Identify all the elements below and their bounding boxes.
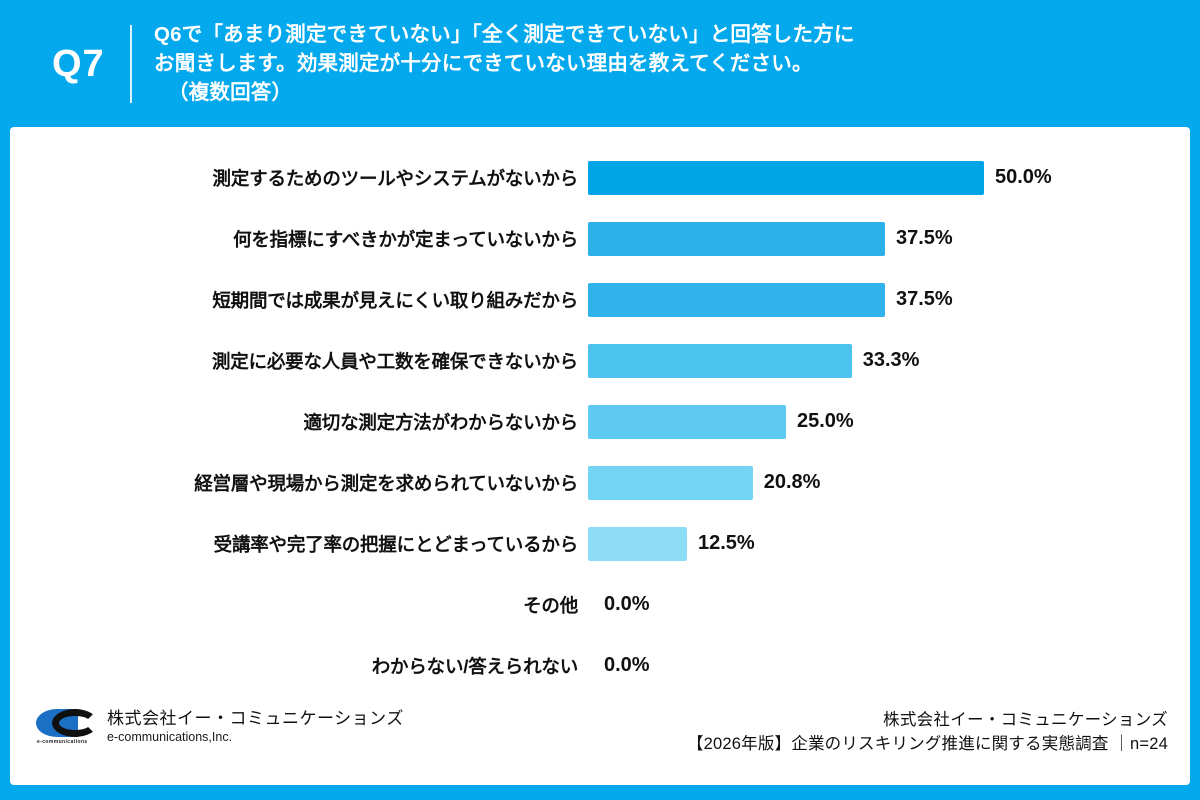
question-line-1: Q6で「あまり測定できていない」「全く測定できていない」と回答した方に <box>154 22 855 46</box>
chart-bar <box>588 282 885 317</box>
chart-bar-value: 0.0% <box>604 654 650 676</box>
chart-row: その他 0.0% <box>10 574 1190 635</box>
footer-survey-name: 【2026年版】企業のリスキリング推進に関する実態調査 ｜n=24 <box>686 734 1168 753</box>
chart-row: 経営層や現場から測定を求められていないから 20.8% <box>10 452 1190 513</box>
chart-bar-value: 25.0% <box>797 410 854 432</box>
logo-black-shape <box>52 709 98 737</box>
logo-text-japanese: 株式会社イー・コミュニケーションズ <box>107 709 404 729</box>
chart-bar-zone: 12.5% <box>588 513 1190 574</box>
chart-bar <box>588 404 786 439</box>
chart-row-label: その他 <box>523 594 578 616</box>
chart-row: 短期間では成果が見えにくい取り組みだから 37.5% <box>10 269 1190 330</box>
logo-mark-caption: e-communications <box>37 739 88 745</box>
chart-row: 測定に必要な人員や工数を確保できないから 33.3% <box>10 330 1190 391</box>
footer-company-name: 株式会社イー・コミュニケーションズ <box>883 711 1168 729</box>
chart-bar-value: 37.5% <box>896 288 953 310</box>
chart-row: 受講率や完了率の把握にとどまっているから 12.5% <box>10 513 1190 574</box>
bar-chart: 測定するためのツールやシステムがないから 50.0% 何を指標にすべきかが定まってい… <box>10 147 1190 696</box>
chart-bar-zone: 37.5% <box>588 208 1190 269</box>
chart-bar-zone: 33.3% <box>588 330 1190 391</box>
chart-bar-zone: 37.5% <box>588 269 1190 330</box>
chart-row: わからない/答えられない 0.0% <box>10 635 1190 696</box>
chart-bar-zone: 25.0% <box>588 391 1190 452</box>
chart-bar-zone: 0.0% <box>588 635 1190 696</box>
question-number: Q7 <box>52 42 105 85</box>
chart-row-label: 経営層や現場から測定を求められていないから <box>194 472 578 494</box>
header-divider <box>130 24 132 103</box>
chart-bar-zone: 50.0% <box>588 147 1190 208</box>
chart-bar-value: 50.0% <box>995 166 1052 188</box>
chart-bar-value: 20.8% <box>763 471 821 493</box>
question-line-3: （複数回答） <box>168 81 293 105</box>
slide-header: Q7 Q6で「あまり測定できていない」「全く測定できていない」と回答した方に お… <box>0 0 1200 127</box>
e-communications-logo-icon: e-communications <box>36 707 98 747</box>
chart-bar-value: 37.5% <box>896 227 953 249</box>
question-line-2: お聞きします。効果測定が十分にできていない理由を教えてください。 <box>154 51 813 75</box>
footer-attribution: 株式会社イー・コミュニケーションズ 【2026年版】企業のリスキリング推進に関す… <box>687 709 1168 757</box>
logo-text-english: e-communications,Inc. <box>107 729 233 744</box>
chart-bar <box>588 526 687 561</box>
chart-bar-value: 12.5% <box>698 532 755 554</box>
chart-bar-zone: 0.0% <box>588 574 1190 635</box>
chart-row-label: 測定に必要な人員や工数を確保できないから <box>211 350 578 372</box>
slide-footer: e-communications 株式会社イー・コミュニケーションズ e-com… <box>10 695 1190 785</box>
chart-bar <box>588 343 852 378</box>
question-text: Q6で「あまり測定できていない」「全く測定できていない」と回答した方に お聞きし… <box>154 20 855 107</box>
chart-bar <box>588 160 984 195</box>
chart-row: 何を指標にすべきかが定まっていないから 37.5% <box>10 208 1190 269</box>
chart-row-label: 短期間では成果が見えにくい取り組みだから <box>212 289 578 311</box>
chart-bar <box>588 221 885 256</box>
chart-row-label: 何を指標にすべきかが定まっていないから <box>233 228 578 250</box>
chart-bar-value: 0.0% <box>604 593 650 615</box>
chart-bar-zone: 20.8% <box>588 452 1190 513</box>
chart-bar <box>588 465 753 500</box>
logo-text: 株式会社イー・コミュニケーションズ e-communications,Inc. <box>107 709 404 745</box>
chart-row-label: 受講率や完了率の把握にとどまっているから <box>213 533 579 555</box>
chart-row-label: 適切な測定方法がわからないから <box>303 411 578 433</box>
chart-row: 適切な測定方法がわからないから 25.0% <box>10 391 1190 452</box>
content-panel: 測定するためのツールやシステムがないから 50.0% 何を指標にすべきかが定まってい… <box>10 127 1190 785</box>
chart-bar-value: 33.3% <box>862 349 920 371</box>
chart-row-label: わからない/答えられない <box>371 655 578 677</box>
chart-row: 測定するためのツールやシステムがないから 50.0% <box>10 147 1190 208</box>
chart-row-label: 測定するためのツールやシステムがないから <box>212 167 579 189</box>
company-logo: e-communications 株式会社イー・コミュニケーションズ e-com… <box>36 707 404 747</box>
